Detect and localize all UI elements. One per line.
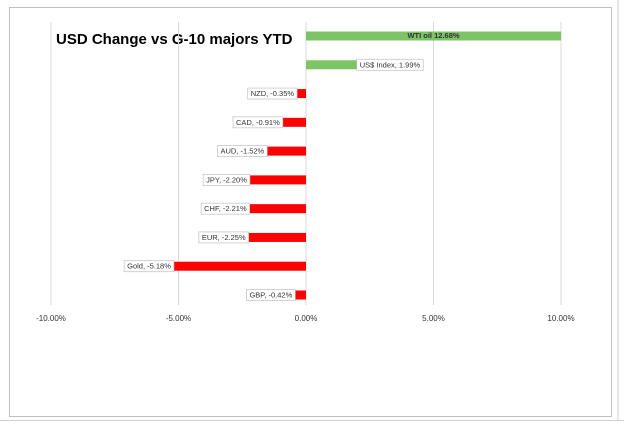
data-label: NZD, -0.35% [251, 89, 295, 98]
x-tick-label: 10.00% [547, 314, 574, 323]
bar [306, 60, 357, 70]
bar [173, 261, 306, 271]
chart-title: USD Change vs G-10 majors YTD [56, 31, 293, 48]
bar [249, 175, 306, 185]
bar [248, 232, 306, 242]
chart-frame [9, 7, 612, 417]
data-label-box [247, 87, 298, 100]
bar [267, 146, 306, 156]
bar [282, 117, 306, 127]
bar [306, 31, 561, 41]
bars [173, 31, 561, 300]
data-label: GBP, -0.42% [249, 290, 292, 299]
bar [295, 290, 306, 300]
bar [297, 89, 306, 99]
data-label: CHF, -2.21% [204, 204, 247, 213]
data-label: AUD, -1.52% [220, 147, 264, 156]
data-label-box [123, 260, 175, 273]
data-label-box [232, 116, 284, 129]
data-label: JPY, -2.20% [206, 175, 247, 184]
data-label: US$ Index, 1.99% [360, 60, 421, 69]
data-label: EUR, -2.25% [202, 233, 246, 242]
x-tick-label: -5.00% [166, 314, 191, 323]
data-label-box [217, 145, 268, 157]
data-label-box [356, 58, 424, 71]
data-label-box [198, 231, 249, 244]
x-tick-label: 0.00% [295, 314, 318, 323]
data-label-box [246, 289, 296, 301]
bar [249, 204, 306, 214]
data-label: CAD, -0.91% [236, 118, 280, 127]
x-tick-label: -10.00% [36, 314, 66, 323]
x-tick-label: 5.00% [422, 314, 445, 323]
data-label-box [202, 174, 251, 186]
data-label-box [200, 202, 250, 215]
data-label: WTI oil 12.68% [407, 31, 459, 40]
data-label: Gold, -5.18% [127, 262, 171, 271]
